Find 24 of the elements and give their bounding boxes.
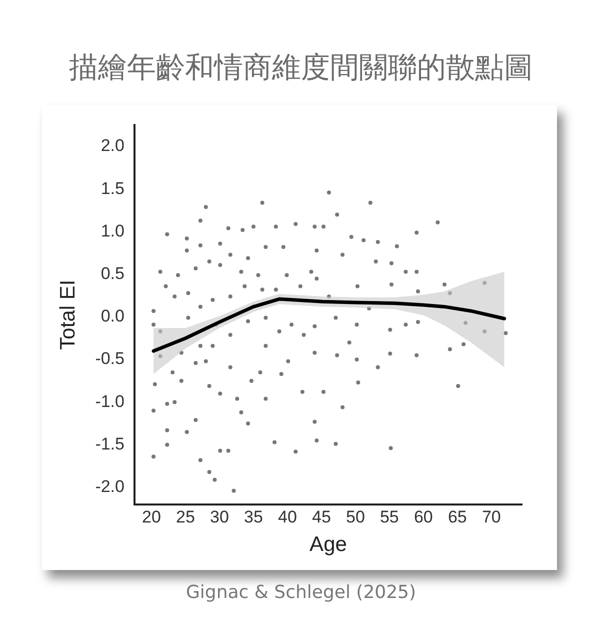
chart-title: 描繪年齡和情商維度間關聯的散點圖 [68, 51, 534, 86]
x-tick-label: 25 [176, 507, 195, 526]
x-tick-label: 40 [278, 507, 297, 526]
y-tick-label: 1.0 [100, 221, 124, 240]
text: Gignac & Schlegel (2025) [184, 582, 418, 603]
x-tick-label: 65 [448, 507, 467, 526]
y-axis-title: Total EI [56, 280, 80, 350]
x-tick-label: 30 [210, 507, 229, 526]
y-tick-label: 0.5 [100, 264, 124, 284]
x-tick-label: 20 [142, 507, 161, 526]
y-tick-label: 0.0 [100, 306, 124, 326]
x-tick-label: 45 [312, 507, 331, 526]
y-tick-label: -1.5 [95, 434, 124, 454]
x-tick-label: 70 [482, 507, 501, 526]
x-tick-label: 50 [346, 507, 365, 526]
y-tick-label: -0.5 [95, 349, 124, 368]
x-tick-label: 35 [244, 507, 263, 526]
x-tick-label: 55 [380, 507, 399, 526]
x-axis-title: Age [310, 533, 347, 556]
y-tick-label: -1.0 [95, 392, 124, 411]
y-tick-label: -2.0 [95, 477, 124, 496]
y-tick-label: 2.0 [100, 136, 124, 156]
y-tick-label: 1.5 [100, 178, 124, 198]
x-tick-label: 60 [414, 507, 433, 526]
